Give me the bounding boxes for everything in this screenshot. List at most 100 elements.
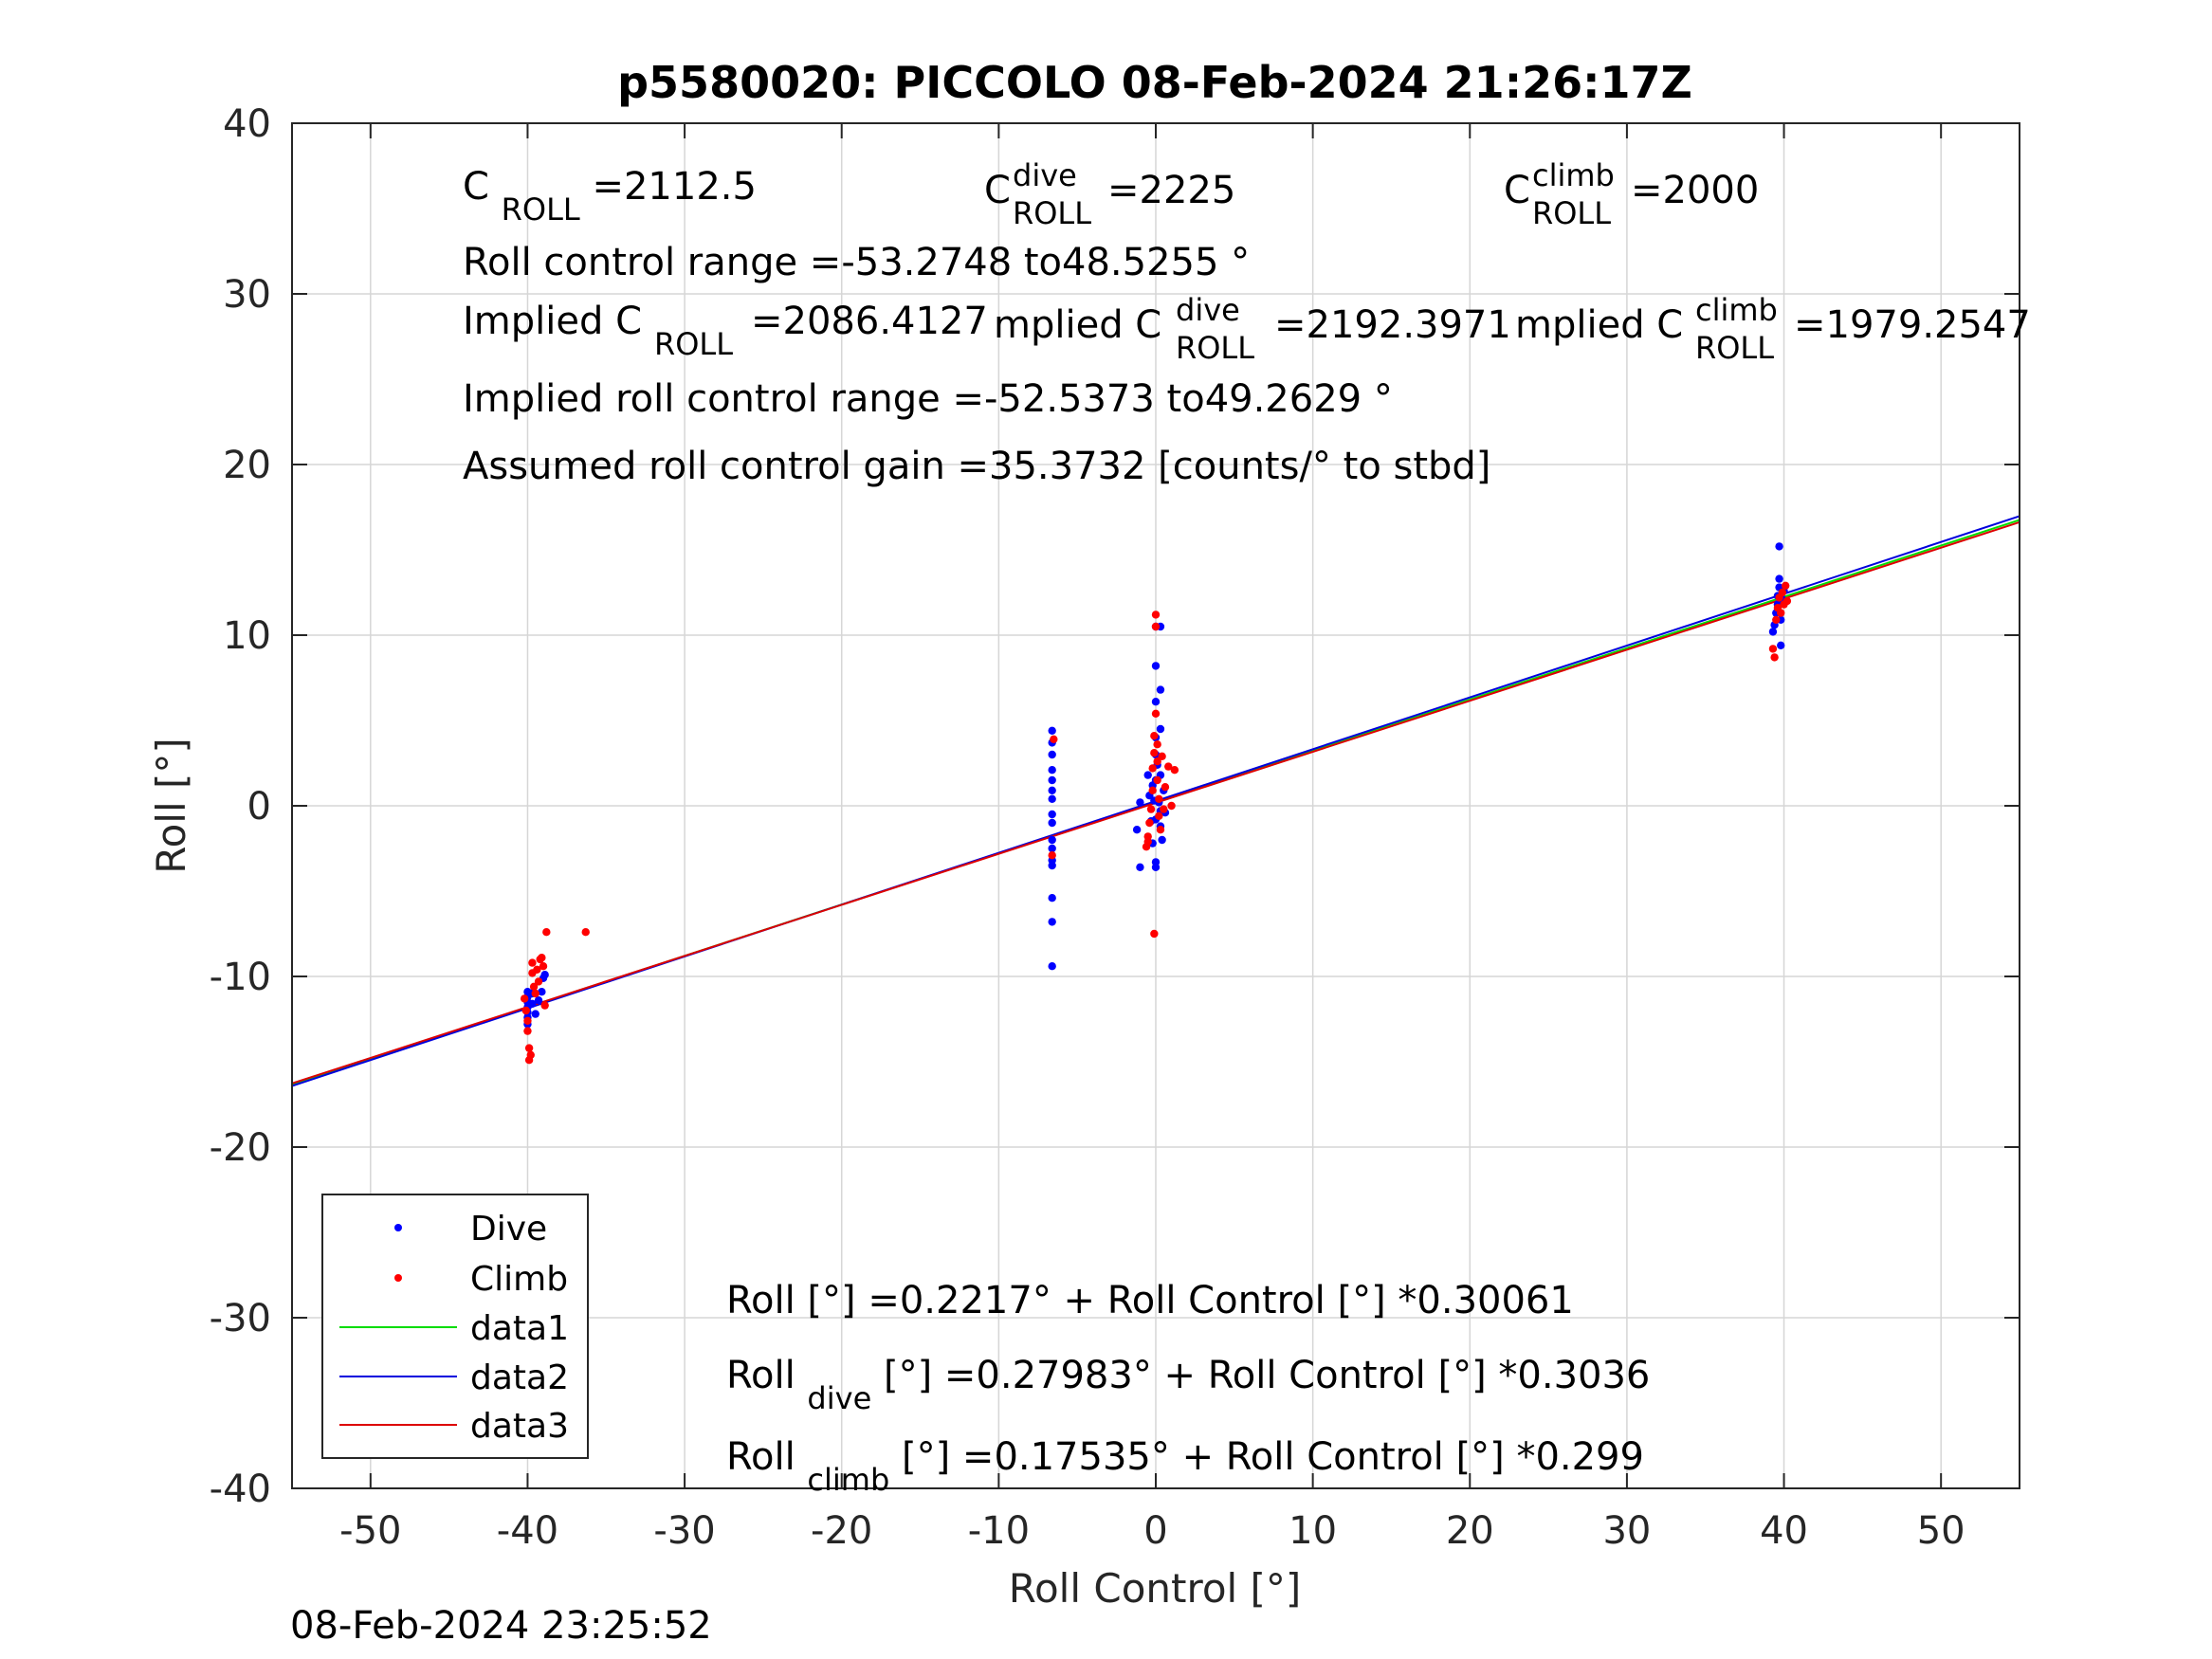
climb-point: [1770, 653, 1779, 662]
dive-point: [1048, 794, 1056, 803]
annotation-c-roll-dive-sup: dive: [1013, 157, 1077, 193]
climb-point: [1153, 757, 1161, 766]
legend-climb-label: Climb: [470, 1260, 568, 1299]
legend-climb-marker: [394, 1274, 402, 1282]
annotation-c-roll-climb-value: =2000: [1631, 169, 1759, 212]
dive-point: [1143, 771, 1152, 779]
dive-point: [1048, 750, 1056, 759]
dive-point: [538, 988, 546, 996]
x-tick-label: 40: [1760, 1509, 1808, 1553]
climb-point: [1772, 615, 1781, 624]
x-tick-label: -20: [811, 1509, 872, 1553]
climb-point: [1153, 775, 1161, 785]
y-tick-label: 0: [247, 785, 271, 829]
annotation-c-roll-value: =2112.5: [592, 165, 756, 209]
fit-equation-all: Roll [°] =0.2217° + Roll Control [°] *0.…: [726, 1279, 1574, 1322]
dive-point: [1156, 724, 1165, 734]
x-tick-label: -50: [339, 1509, 401, 1553]
dive-point: [1048, 726, 1056, 735]
climb-point: [540, 1001, 549, 1010]
climb-point: [1782, 596, 1792, 606]
legend-data3-label: data3: [470, 1407, 569, 1446]
dive-point: [1775, 542, 1783, 551]
climb-point: [520, 994, 529, 1003]
y-tick-label: -40: [210, 1468, 271, 1511]
climb-point: [1778, 588, 1787, 597]
climb-point: [1768, 645, 1778, 653]
climb-point: [529, 982, 539, 992]
annotation-gain: Assumed roll control gain =35.3732 [coun…: [463, 445, 1490, 488]
climb-point: [1148, 764, 1157, 773]
fit-equation-dive-sub: dive: [807, 1380, 871, 1416]
climb-point: [1151, 611, 1161, 619]
x-tick-label: 0: [1143, 1509, 1167, 1553]
annotation-block: C ROLL =2112.5 C dive ROLL =2225 C climb…: [463, 157, 2031, 488]
x-tick-label: 50: [1917, 1509, 1965, 1553]
climb-point: [1170, 766, 1179, 775]
y-axis-label: Roll [°]: [148, 738, 194, 873]
dive-point: [1158, 835, 1166, 845]
annotation-implied-climb-value: =1979.2547: [1794, 303, 2031, 347]
climb-point: [1146, 805, 1156, 813]
climb-point: [524, 1044, 534, 1052]
legend-data1-label: data1: [470, 1309, 569, 1348]
annotation-c-roll-sub: ROLL: [502, 191, 580, 228]
annotation-implied-dive-sup: dive: [1176, 292, 1240, 328]
climb-point: [533, 965, 541, 974]
annotation-c-roll-dive-c: C: [984, 169, 1011, 212]
climb-point: [528, 958, 537, 967]
dive-point: [1151, 863, 1161, 871]
dive-point: [1048, 861, 1056, 870]
annotation-c-roll-climb-sub: ROLL: [1532, 195, 1611, 231]
annotation-implied-c-roll-prefix: Implied C: [463, 300, 642, 343]
fit-equation-climb-roll: Roll: [726, 1435, 795, 1479]
dive-point: [1151, 662, 1161, 670]
fit-equation-climb-sub: climb: [807, 1462, 889, 1498]
x-tick-label: 30: [1602, 1509, 1651, 1553]
dive-point: [1151, 698, 1161, 706]
climb-point: [531, 989, 539, 998]
climb-point: [1143, 837, 1152, 846]
climb-point: [1156, 826, 1165, 834]
legend: Dive Climb data1 data2 data3: [321, 1194, 589, 1459]
axes: -50 -40 -30 -20 -10 0 10 20 30 40 50 -40 -30 -20 -10 0 1…: [210, 102, 2020, 1553]
climb-point: [1048, 851, 1056, 860]
annotation-implied-climb-sup: climb: [1695, 292, 1778, 328]
annotation-implied-dive-sub: ROLL: [1176, 330, 1254, 366]
annotation-implied-climb-prefix: mplied C: [1515, 303, 1683, 347]
y-tick-label: -20: [210, 1126, 271, 1170]
climb-point: [523, 1027, 532, 1035]
annotation-implied-dive-value: =2192.3971: [1274, 303, 1511, 347]
climb-point: [526, 1050, 535, 1060]
climb-point: [523, 1016, 532, 1026]
annotation-c-roll: C ROLL =2112.5: [463, 165, 757, 229]
climb-point: [539, 962, 548, 971]
climb-point: [1151, 622, 1161, 631]
climb-point: [534, 977, 543, 986]
annotation-c-roll-dive-value: =2225: [1107, 169, 1235, 212]
annotation-implied-c-roll-sub: ROLL: [654, 326, 733, 362]
dive-point: [1777, 641, 1785, 649]
y-tick-label: -10: [210, 956, 271, 999]
dive-point: [1048, 918, 1056, 926]
climb-point: [1148, 786, 1157, 794]
dive-point: [1136, 863, 1144, 871]
x-tick-label: -40: [497, 1509, 558, 1553]
chart-title: p5580020: PICCOLO 08-Feb-2024 21:26:17Z: [617, 57, 1692, 108]
y-tick-label: 30: [223, 273, 271, 317]
climb-point: [1782, 581, 1790, 590]
climb-point: [581, 928, 590, 937]
climb-point: [1167, 801, 1176, 811]
annotation-implied-dive-prefix: mplied C: [994, 303, 1161, 347]
climb-point: [538, 954, 546, 962]
x-tick-label: -10: [968, 1509, 1030, 1553]
dive-point: [1048, 962, 1056, 971]
climb-point: [1150, 749, 1159, 757]
climb-point: [1155, 811, 1163, 820]
y-tick-label: 20: [223, 444, 271, 487]
annotation-implied-range: Implied roll control range =-52.5373 to4…: [463, 377, 1393, 421]
dive-point: [1048, 786, 1056, 794]
dive-point: [1048, 775, 1056, 785]
